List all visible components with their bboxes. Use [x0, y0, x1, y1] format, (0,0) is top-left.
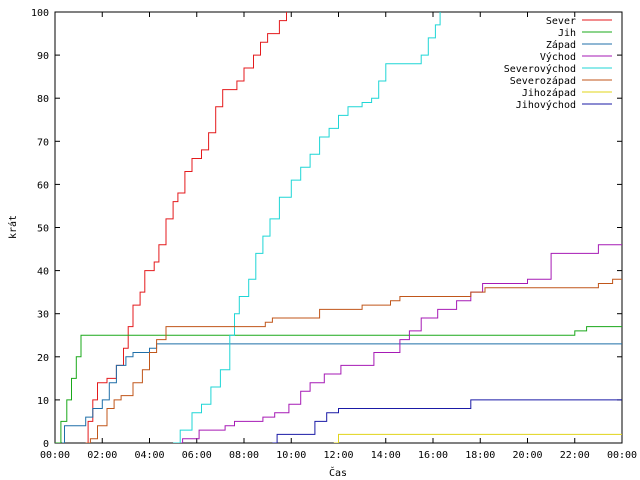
x-tick-label: 22:00	[560, 450, 590, 461]
legend-label: Severozápad	[510, 75, 576, 87]
series-line-3	[175, 244, 622, 443]
x-tick-label: 06:00	[182, 450, 212, 461]
y-tick-label: 40	[37, 267, 49, 278]
x-tick-label: 08:00	[229, 450, 259, 461]
plot-area	[55, 12, 622, 443]
series-line-4	[173, 12, 441, 443]
x-tick-label: 16:00	[418, 450, 448, 461]
x-tick-label: 00:00	[40, 450, 70, 461]
y-tick-label: 30	[37, 310, 49, 321]
series-line-5	[85, 278, 622, 443]
legend-label: Jihozápad	[522, 87, 576, 99]
x-tick-label: 14:00	[371, 450, 401, 461]
legend-label: Jih	[558, 28, 576, 39]
legend-label: Sever	[546, 16, 576, 27]
x-tick-label: 12:00	[323, 450, 353, 461]
x-tick-label: 00:00	[607, 450, 637, 461]
legend-label: Severovýchod	[504, 63, 576, 75]
y-tick-label: 90	[37, 51, 49, 62]
series-line-0	[85, 12, 287, 443]
y-tick-label: 20	[37, 353, 49, 364]
y-tick-label: 100	[31, 8, 49, 19]
y-tick-label: 80	[37, 94, 49, 105]
legend: SeverJihZápadVýchodSeverovýchodSeverozáp…	[504, 16, 612, 111]
legend-label: Západ	[546, 39, 576, 51]
x-tick-label: 18:00	[465, 450, 495, 461]
x-axis-label: Čas	[329, 466, 347, 479]
x-tick-label: 10:00	[276, 450, 306, 461]
series-line-2	[62, 343, 622, 443]
legend-label: Východ	[540, 51, 576, 63]
series-line-6	[333, 433, 622, 443]
y-tick-label: 50	[37, 224, 49, 235]
series-line-1	[55, 326, 622, 443]
y-tick-label: 70	[37, 137, 49, 148]
y-axis-label: krát	[7, 215, 19, 239]
series-line-7	[272, 399, 622, 443]
y-tick-label: 60	[37, 180, 49, 191]
x-tick-label: 20:00	[512, 450, 542, 461]
legend-label: Jihovýchod	[516, 99, 576, 111]
y-tick-label: 0	[43, 439, 49, 450]
x-tick-label: 02:00	[87, 450, 117, 461]
y-tick-label: 10	[37, 396, 49, 407]
x-tick-label: 04:00	[134, 450, 164, 461]
